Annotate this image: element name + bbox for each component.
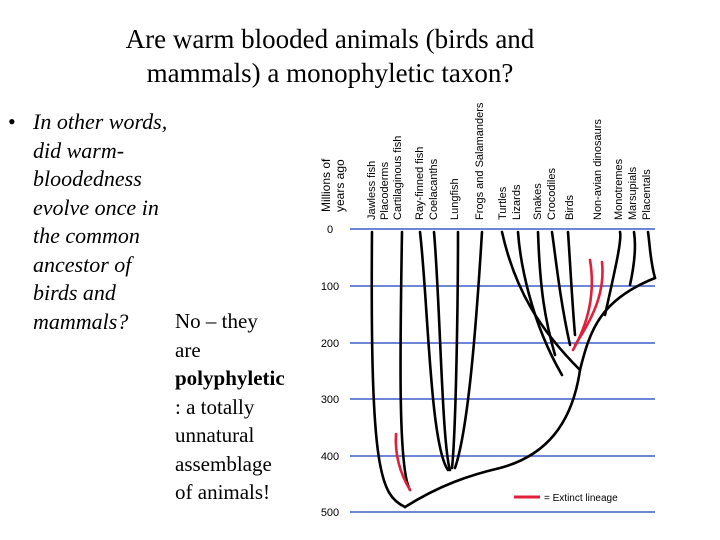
question-line: mammals? <box>33 308 129 334</box>
tree-branches <box>370 230 657 509</box>
answer-line: unnatural <box>175 423 255 447</box>
question-line: the common <box>33 223 140 248</box>
branch-crocodiles <box>550 230 572 347</box>
answer-line: : a totally <box>175 394 255 419</box>
question-text: In other words, did warm- bloodedness ev… <box>33 108 193 336</box>
taxon-label-cartilaginous-fish: Cartilaginous fish <box>392 136 404 220</box>
branch-ray-finned-fish <box>418 230 450 472</box>
tick-label-300: 300 <box>321 394 339 406</box>
taxon-label-jawless-fish: Jawless fish <box>366 161 378 220</box>
taxon-label-turtles: Turtles <box>497 186 509 220</box>
bullet-marker: • <box>8 109 16 134</box>
taxon-label-lungfish: Lungfish <box>449 178 461 220</box>
branch-jawless-fish <box>370 230 407 509</box>
tick-label-200: 200 <box>321 338 339 350</box>
taxon-label-crocodiles: Crocodiles <box>546 168 558 220</box>
branch-cartilaginous-fish <box>399 230 412 492</box>
taxon-label-marsupials: Marsupials <box>627 166 639 220</box>
taxon-label-frogs-salamanders: Frogs and Salamanders <box>474 102 486 220</box>
extinct-dinosaurs-2 <box>573 260 604 347</box>
taxon-label-placoderms: Placoderms <box>379 161 391 220</box>
title-line-2: mammals) a monophyletic taxon? <box>146 58 514 88</box>
branch-placentals <box>646 230 657 280</box>
taxon-label-snakes: Snakes <box>532 183 544 220</box>
answer-line: No – they <box>175 309 258 333</box>
tick-label-100: 100 <box>321 281 339 293</box>
title-line-1: Are warm blooded animals (birds and <box>125 24 535 54</box>
branch-backbone <box>403 276 657 509</box>
axis-title-line-1: Millions of <box>319 158 333 212</box>
branch-marsupials <box>628 230 637 287</box>
answer-line: of animals! <box>175 480 271 504</box>
answer-text: No – they are polyphyletic : a totally u… <box>175 307 315 507</box>
answer-line: are <box>175 337 201 362</box>
legend-label: = Extinct lineage <box>544 493 618 504</box>
extinct-placoderms <box>394 432 412 492</box>
branch-birds <box>566 230 577 337</box>
branch-snakes <box>536 230 557 357</box>
branch-turtles <box>500 230 582 372</box>
taxon-label-birds: Birds <box>564 194 576 220</box>
tick-label-0: 0 <box>327 224 333 236</box>
branch-lizards <box>516 230 564 377</box>
answer-line: assemblage <box>175 451 272 476</box>
tick-label-400: 400 <box>321 451 339 463</box>
answer-keyword: polyphyletic <box>175 366 285 390</box>
branch-coelacanths <box>432 230 452 472</box>
question-line: did warm- <box>33 137 125 163</box>
extinct-lineages <box>394 258 604 492</box>
taxon-label-non-avian-dinosaurs: Non-avian dinosaurs <box>592 119 604 220</box>
taxon-label-lizards: Lizards <box>511 184 523 220</box>
question-line: ancestor of <box>33 251 132 277</box>
slide-title: Are warm blooded animals (birds and mamm… <box>60 22 600 90</box>
question-line: evolve once in <box>33 194 159 220</box>
taxon-label-coelacanths: Coelacanths <box>428 158 440 220</box>
taxon-label-monotremes: Monotremes <box>613 158 625 220</box>
branch-lungfish <box>450 230 460 470</box>
question-line: bloodedness <box>33 166 142 191</box>
branch-monotremes <box>603 230 622 317</box>
axis-title-line-2: years ago <box>333 159 347 212</box>
tick-label-500: 500 <box>321 507 339 519</box>
question-line: In other words, <box>33 109 168 134</box>
taxon-label-ray-finned-fish: Ray-finned fish <box>414 147 426 220</box>
question-line: birds and <box>33 280 116 305</box>
taxon-label-placentals: Placentals <box>641 169 653 220</box>
branch-frogs <box>453 230 484 470</box>
time-gridlines <box>350 228 655 513</box>
